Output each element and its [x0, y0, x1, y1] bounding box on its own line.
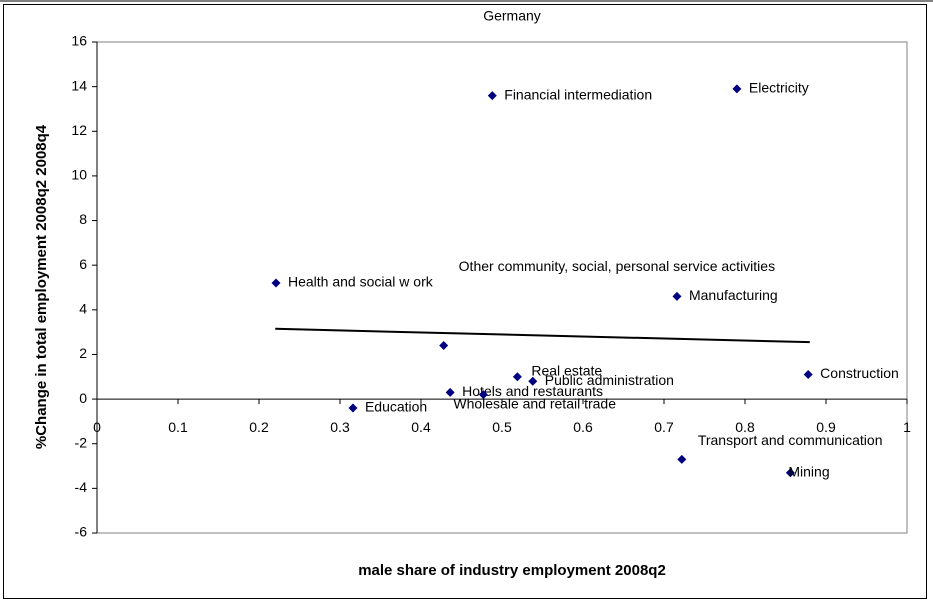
point-label: Transport and communication — [698, 432, 883, 448]
point-label: Construction — [820, 365, 899, 381]
point-label: Mining — [788, 463, 829, 479]
plot-area — [96, 41, 908, 534]
y-tick-label: 12 — [71, 122, 87, 138]
point — [803, 370, 813, 380]
point-label: Real estate — [531, 362, 602, 378]
x-tick-label: 0.4 — [411, 419, 431, 435]
point — [348, 403, 358, 413]
y-tick-label: 8 — [79, 211, 87, 227]
x-tick-label: 0.8 — [735, 419, 755, 435]
point-label: Financial intermediation — [504, 86, 652, 102]
x-tick-label: 0.3 — [330, 419, 350, 435]
y-tick-label: 6 — [79, 256, 87, 272]
point — [528, 376, 538, 386]
point — [439, 341, 449, 351]
x-tick-label: 0.6 — [573, 419, 593, 435]
y-tick-label: 10 — [71, 167, 87, 183]
point — [271, 278, 281, 288]
point-label: Manufacturing — [689, 287, 778, 303]
point-label: Health and social w ork — [288, 274, 434, 290]
y-tick-label: -4 — [75, 479, 88, 495]
point — [478, 390, 488, 400]
point-label: Hotels and restaurants — [462, 383, 603, 399]
x-tick-label: 0.9 — [816, 419, 836, 435]
y-tick-label: 2 — [79, 345, 87, 361]
point — [732, 84, 742, 94]
x-tick-label: 0.7 — [654, 419, 674, 435]
chart-border — [3, 4, 927, 599]
y-tick-label: 0 — [79, 390, 87, 406]
y-tick-label: 14 — [71, 77, 87, 93]
x-tick-label: 0 — [93, 419, 101, 435]
x-tick-label: 1 — [903, 419, 911, 435]
point — [487, 91, 497, 101]
trendline — [275, 327, 810, 344]
y-tick-label: 16 — [71, 33, 87, 49]
x-tick-label: 0.5 — [492, 419, 512, 435]
y-tick-label: -2 — [75, 434, 88, 450]
point — [785, 468, 795, 478]
x-axis-title: male share of industry employment 2008q2 — [358, 562, 666, 579]
point-label: Wholesale and retail trade — [453, 395, 616, 411]
x-tick-label: 0.1 — [168, 419, 188, 435]
y-tick-label: -6 — [75, 524, 88, 540]
point — [672, 291, 682, 301]
point — [677, 454, 687, 464]
x-tick-label: 0.2 — [249, 419, 269, 435]
y-axis-title: %Change in total employment 2008q2 2008q… — [33, 124, 50, 449]
point — [445, 387, 455, 397]
point-label: Electricity — [749, 80, 809, 96]
y-tick-label: 4 — [79, 301, 87, 317]
point-label: Public administration — [545, 372, 674, 388]
point-label: Education — [365, 399, 427, 415]
point-label: Other community, social, personal servic… — [459, 258, 775, 274]
chart-title: Germany — [483, 8, 541, 24]
point — [512, 372, 522, 382]
